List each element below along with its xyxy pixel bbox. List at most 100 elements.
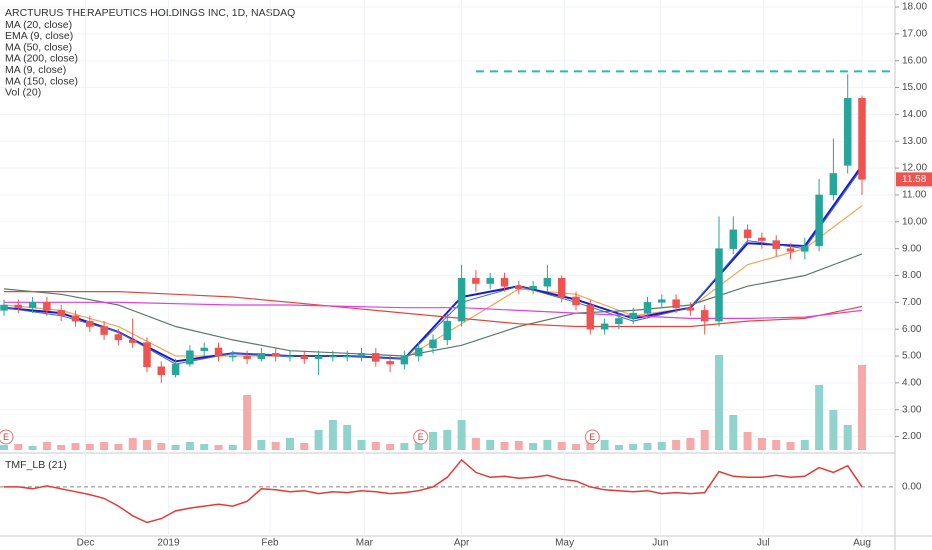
y-tick-label: 3.00 — [902, 404, 922, 415]
y-tick-label: 6.00 — [902, 324, 922, 335]
volume-bar — [271, 442, 280, 450]
volume-bar — [557, 442, 566, 450]
volume-bar — [128, 438, 137, 450]
candle-body — [257, 353, 266, 359]
legend-entry: MA (200, close) — [5, 53, 78, 65]
x-tick-label: May — [555, 538, 574, 549]
volume-bar — [529, 443, 538, 450]
candle-body — [500, 277, 509, 287]
candle-body — [443, 320, 452, 341]
volume-bar — [0, 445, 8, 450]
tmf-label: TMF_LB (21) — [5, 459, 67, 471]
candle-body — [386, 361, 394, 365]
last-price-box — [896, 172, 932, 187]
volume-bar — [71, 443, 80, 450]
y-tick-label: 15.00 — [902, 82, 927, 93]
candle-body — [686, 307, 695, 311]
volume-bar — [543, 440, 552, 450]
x-tick-label: Jul — [757, 538, 770, 549]
volume-bar — [643, 443, 652, 450]
volume-bar — [786, 442, 795, 450]
candle-body — [700, 310, 709, 322]
candle-body — [843, 98, 852, 166]
candle-body — [14, 304, 23, 308]
event-label: E — [418, 432, 424, 442]
legend-entry: MA (20, close) — [5, 19, 72, 31]
event-label: E — [3, 432, 9, 442]
volume-bar — [715, 355, 723, 450]
candle-body — [300, 355, 309, 359]
volume-bar — [257, 440, 266, 450]
volume-bar — [471, 438, 480, 450]
candle-body — [400, 355, 409, 365]
candle-body — [600, 323, 609, 330]
volume-bar — [57, 445, 66, 450]
y-tick-label: 18.00 — [902, 2, 927, 13]
candle-body — [557, 277, 566, 298]
volume-bar — [328, 420, 337, 450]
candle-body — [343, 355, 351, 358]
candle-body — [529, 285, 537, 290]
volume-bar — [200, 444, 209, 450]
candle-body — [586, 304, 595, 330]
candle-body — [86, 320, 94, 327]
legend-entry: MA (9, close) — [5, 64, 66, 76]
volume-bar — [243, 395, 252, 450]
candle-body — [271, 353, 280, 357]
x-tick-label: Jun — [652, 538, 668, 549]
volume-bar — [657, 442, 666, 450]
volume-bar — [14, 444, 23, 450]
tmf-tick-label: 0.00 — [902, 482, 922, 493]
volume-bar — [171, 445, 180, 450]
volume-bar — [772, 440, 781, 450]
legend-entry: MA (50, close) — [5, 41, 72, 53]
volume-bar — [843, 425, 852, 450]
volume-bar — [686, 438, 695, 450]
volume-bar — [829, 410, 838, 450]
candle-body — [729, 229, 738, 249]
candle-body — [57, 310, 65, 317]
volume-bar — [343, 425, 352, 450]
volume-bar — [700, 430, 709, 450]
candle-body — [0, 304, 8, 311]
y-tick-label: 14.00 — [902, 109, 927, 120]
event-marker — [584, 429, 600, 445]
event-label: E — [589, 432, 595, 442]
volume-bar — [114, 444, 123, 450]
chart-title: ARCTURUS THERAPEUTICS HOLDINGS INC, 1D, … — [5, 7, 295, 19]
candle-body — [643, 302, 652, 314]
y-tick-label: 8.00 — [902, 270, 922, 281]
candle-body — [457, 277, 466, 322]
volume-bar — [500, 442, 509, 450]
volume-bar — [100, 442, 109, 450]
candle-body — [43, 302, 51, 311]
y-tick-label: 2.00 — [902, 431, 922, 442]
candle-body — [629, 312, 637, 319]
x-tick-label: Apr — [454, 538, 470, 549]
volume-bar — [371, 442, 380, 450]
volume-bar — [729, 415, 738, 450]
volume-bar — [286, 438, 294, 450]
volume-bar — [457, 420, 466, 450]
volume-bar — [228, 445, 237, 450]
candle-body — [243, 355, 251, 359]
volume-bar — [157, 443, 166, 450]
tmf-line — [4, 458, 863, 524]
candle-body — [543, 277, 552, 287]
candle-body — [200, 347, 208, 351]
candle-body — [286, 355, 294, 358]
volume-bar — [214, 445, 223, 450]
candle-body — [672, 299, 680, 308]
volume-bar — [629, 444, 638, 450]
volume-bar — [858, 365, 866, 450]
candle-body — [658, 299, 666, 303]
volume-bar — [443, 430, 452, 450]
candle-body — [71, 315, 80, 322]
volume-bar — [429, 432, 437, 450]
candle-body — [815, 194, 823, 247]
candle-body — [314, 355, 323, 359]
legend-entry: MA (150, close) — [5, 75, 78, 87]
volume-bar — [600, 440, 609, 450]
volume-bar — [143, 440, 151, 450]
